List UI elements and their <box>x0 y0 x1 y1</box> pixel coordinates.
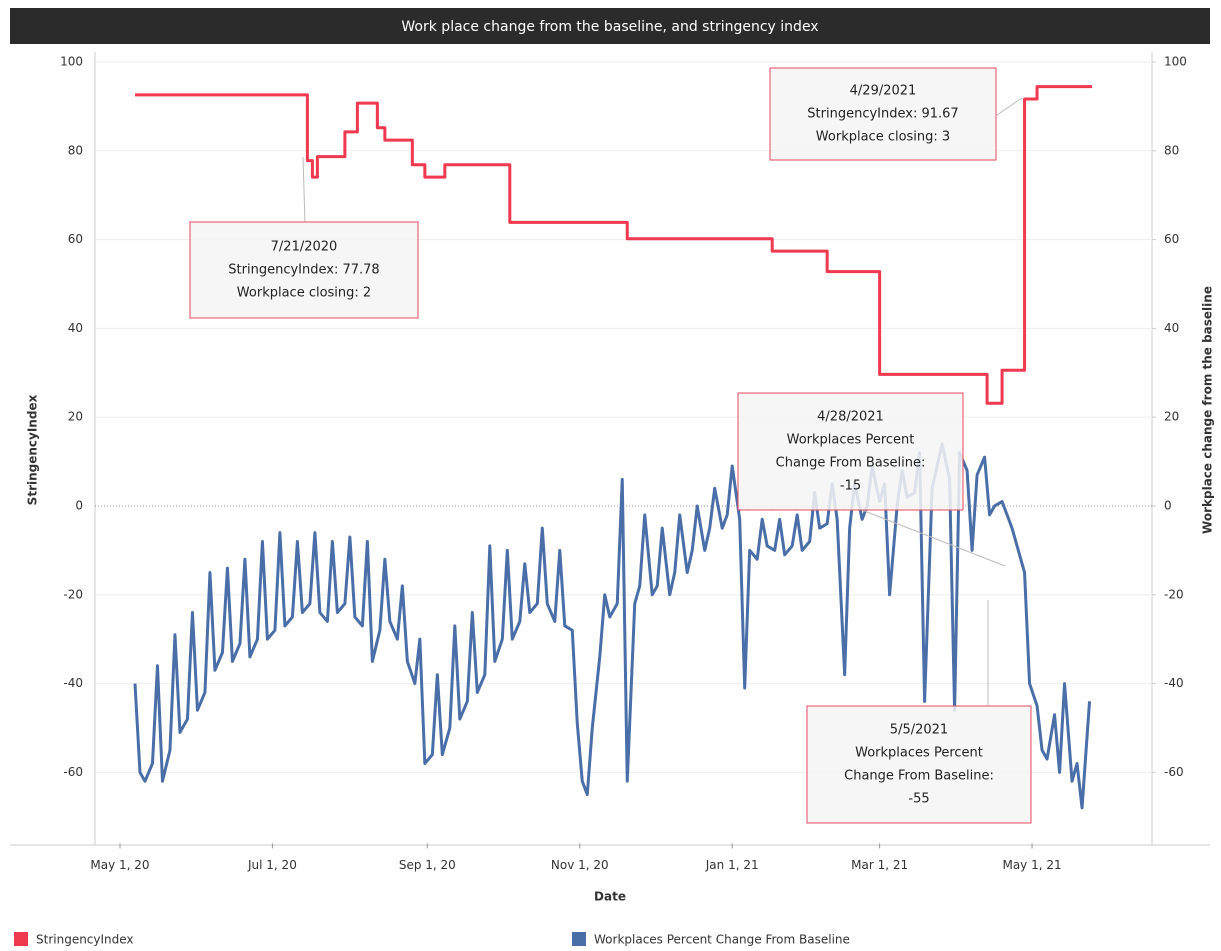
x-axis-title: Date <box>594 890 626 904</box>
y-tick-label: 20 <box>68 410 83 424</box>
tooltip-text: StringencyIndex: 91.67 <box>807 107 958 122</box>
tooltip-text: Workplaces Percent <box>855 746 983 761</box>
tooltip-text: 4/28/2021 <box>817 410 884 425</box>
y2-tick-label: 40 <box>1164 321 1179 335</box>
legend-label: Workplaces Percent Change From Baseline <box>594 933 850 947</box>
y2-tick-label: 80 <box>1164 143 1179 157</box>
tooltip-text: -15 <box>840 479 861 494</box>
tooltip-text: 4/29/2021 <box>850 84 917 99</box>
tooltip-text: 7/21/2020 <box>271 240 338 255</box>
legend-label: StringencyIndex <box>36 933 134 947</box>
y-tick-label: 100 <box>60 55 83 69</box>
tooltip-text: Workplace closing: 3 <box>816 130 950 145</box>
tooltip-text: Workplace closing: 2 <box>237 286 371 301</box>
y-tick-label: 80 <box>68 143 83 157</box>
tooltip-text: Change From Baseline: <box>776 456 926 471</box>
leader-line <box>996 97 1023 116</box>
x-tick-label: May 1, 21 <box>1002 858 1061 872</box>
y-tick-label: -40 <box>63 676 83 690</box>
legend-swatch <box>572 932 586 946</box>
y-axis-title: StringencyIndex <box>26 394 40 505</box>
x-tick-label: Jul 1, 20 <box>247 858 297 872</box>
x-tick-label: Jan 1, 21 <box>705 858 759 872</box>
tooltip-text: Workplaces Percent <box>787 433 915 448</box>
series-line <box>134 85 1093 405</box>
y-tick-label: 40 <box>68 321 83 335</box>
title-bar <box>10 8 1210 44</box>
tooltip-box <box>806 705 1032 824</box>
x-tick-label: Nov 1, 20 <box>551 858 609 872</box>
x-tick-label: May 1, 20 <box>90 858 149 872</box>
y2-tick-label: 20 <box>1164 410 1179 424</box>
x-tick-label: Mar 1, 21 <box>851 858 908 872</box>
y2-tick-label: 100 <box>1164 55 1187 69</box>
leader-line <box>302 156 306 225</box>
y2-axis-title: Workplace change from the baseline <box>1201 286 1215 534</box>
y2-tick-label: 60 <box>1164 232 1179 246</box>
y2-tick-label: 0 <box>1164 498 1172 512</box>
tooltip-text: Change From Baseline: <box>844 769 994 784</box>
tooltip-box <box>769 67 997 161</box>
tooltip-text: 5/5/2021 <box>890 723 948 738</box>
y-tick-label: -20 <box>63 587 83 601</box>
chart-title: Work place change from the baseline, and… <box>401 19 818 35</box>
tooltip-box <box>737 392 964 511</box>
y-tick-label: 60 <box>68 232 83 246</box>
legend-swatch <box>14 932 28 946</box>
leader-line <box>861 509 1006 567</box>
y2-tick-label: -20 <box>1164 587 1184 601</box>
tooltip-text: StringencyIndex: 77.78 <box>228 263 379 278</box>
y-tick-label: -60 <box>63 765 83 779</box>
y-tick-label: 0 <box>75 498 83 512</box>
y2-tick-label: -40 <box>1164 676 1184 690</box>
tooltips: 7/21/2020 StringencyIndex: 77.78 Workplace… <box>189 67 1032 824</box>
legend: StringencyIndex Workplaces Percent Change… <box>14 932 850 947</box>
y2-tick-label: -60 <box>1164 765 1184 779</box>
x-tick-label: Sep 1, 20 <box>399 858 456 872</box>
tooltip-text: -55 <box>908 792 929 807</box>
tooltip-box <box>189 221 419 319</box>
